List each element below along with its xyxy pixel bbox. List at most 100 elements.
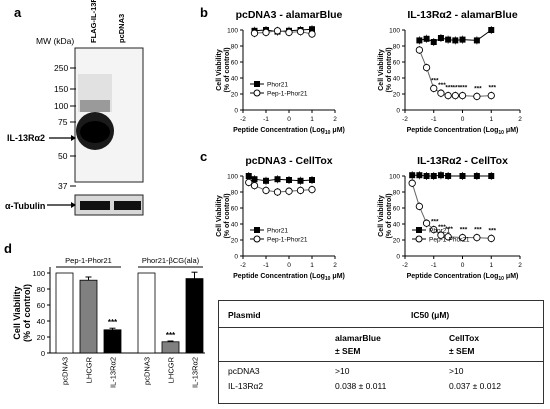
x-category-label: IL-13Rα2 (191, 357, 200, 388)
data-point-circle (296, 27, 305, 36)
x-tick-label: -2 (240, 262, 246, 269)
band-label: IL-13Rα2 (7, 133, 45, 143)
bar (79, 279, 98, 354)
data-point-square (297, 177, 304, 184)
y-axis-label-line: Cell Viability (12, 286, 22, 339)
legend-label: Pep-1-Phor21 (267, 91, 308, 98)
chart-title: IL-13Rα2 - CellTox (417, 155, 508, 167)
x-axis-label-part: μM) (330, 273, 344, 280)
data-point-square (488, 27, 495, 33)
significance-stars: *** (431, 77, 439, 84)
y-tick-label: 100 (389, 174, 400, 181)
table-header-celltox: CellTox (449, 333, 480, 343)
y-tick-label: 100 (227, 28, 238, 35)
x-axis-label-part: μM) (504, 273, 518, 280)
legend-marker-circle (253, 89, 261, 97)
loading-label: α-Tubulin (5, 201, 45, 211)
blot-membrane (74, 47, 144, 183)
bar (161, 341, 180, 354)
data-point-circle (473, 92, 481, 101)
x-tick-label: -2 (402, 116, 408, 123)
y-axis-label-line: (% of control) (386, 193, 393, 238)
data-point-circle (487, 91, 495, 100)
table-cell-alamar: >10 (335, 366, 350, 376)
x-axis-label-part: Peptide Concentration (Log (233, 127, 325, 134)
y-tick-label: 0 (234, 254, 238, 261)
y-axis-label-line: (% of control) (224, 47, 231, 92)
mw-label: MW (kDa) (36, 36, 74, 46)
significance-stars: *** (453, 85, 461, 92)
data-point-circle (245, 178, 253, 187)
data-point-square (459, 173, 466, 179)
x-axis-label-sub: 10 (498, 276, 504, 282)
group-label: Pep-1-Phor21 (65, 256, 112, 265)
data-point-square (452, 37, 459, 44)
significance-stars: *** (474, 227, 482, 234)
data-point-square (473, 173, 480, 179)
data-point-circle (308, 30, 316, 38)
x-tick-label: 0 (287, 262, 291, 269)
chart-il13ra2-celltox: IL-13Rα2 - CellTox 0 20 40 60 80 100 -2 -1 0 1 2 Cel… (378, 155, 522, 282)
x-tick-label: 1 (489, 262, 493, 269)
y-axis-label-line: (% of control) (386, 47, 393, 92)
data-point-circle (437, 231, 445, 239)
chart-title: pcDNA3 - CellTox (245, 155, 332, 167)
y-tick-label: 40 (231, 76, 239, 83)
x-category-label: LHCGR (167, 356, 176, 383)
data-point-circle (273, 188, 282, 196)
chart-pcdna3-alamarblue: pcDNA3 - alamarBlue 0 20 40 60 80 100 -2 -1 0 1 2 Ce… (216, 9, 345, 136)
y-tick-label: 60 (37, 301, 45, 310)
data-point-circle (458, 233, 467, 242)
x-tick-label: 2 (518, 116, 522, 123)
y-axis-label-line: Cell Viability (378, 49, 385, 91)
y-axis-label: Cell Viability(% of control) (378, 193, 393, 238)
data-point-square (423, 35, 430, 42)
x-tick-label: 0 (461, 262, 465, 269)
significance-stars: *** (445, 226, 453, 233)
x-axis-label-part: Peptide Concentration (Log (233, 273, 325, 280)
y-tick-label: 80 (393, 190, 401, 197)
data-point-square (459, 36, 466, 43)
y-tick-label: 100 (227, 174, 238, 181)
data-point-square (423, 173, 430, 179)
tubulin-band-lane1 (80, 201, 110, 210)
y-tick-label: 80 (231, 190, 239, 197)
bar (103, 329, 122, 354)
legend-marker-circle (415, 235, 423, 243)
y-tick-label: 60 (231, 206, 239, 213)
panel-letter-a: a (14, 5, 22, 20)
western-blot: MW (kDa) FLAG-IL-13Rα2 pcDNA3 250 150 10… (5, 0, 144, 216)
table-header-sem: ± SEM (335, 346, 361, 356)
data-point-square (274, 176, 281, 183)
data-point-square (488, 173, 495, 179)
data-point-circle (285, 28, 293, 37)
table-header-sem: ± SEM (449, 346, 475, 356)
data-point-square (473, 37, 480, 44)
panel-letter-c: c (200, 149, 207, 164)
y-axis-label-line: Cell Viability (378, 195, 385, 237)
y-axis-label-line: (% of control) (224, 193, 231, 238)
group-label: Phor21-βCG(ala) (142, 256, 200, 265)
significance-stars: *** (431, 219, 439, 226)
data-point-square (251, 176, 258, 183)
table-divider (219, 327, 543, 328)
y-tick-label: 40 (231, 222, 239, 229)
x-tick-label: -1 (263, 116, 269, 123)
y-axis-label-line: Cell Viability (216, 49, 223, 91)
x-axis-label: Peptide Concentration (Log10 μM) (407, 273, 519, 282)
x-tick-label: -2 (402, 262, 408, 269)
y-tick-label: 40 (393, 222, 401, 229)
panel-letter-b: b (200, 5, 208, 20)
x-axis-label: Peptide Concentration (Log10 μM) (233, 127, 345, 136)
table-cell-celltox: >10 (449, 366, 464, 376)
y-tick-label: 80 (37, 285, 45, 294)
table-divider (219, 361, 543, 362)
y-tick-label: 0 (41, 349, 45, 358)
x-category-label: pcDNA3 (61, 357, 70, 385)
data-point-circle (296, 186, 305, 195)
significance-stars: *** (488, 227, 496, 234)
bar (137, 272, 156, 354)
y-tick-label: 100 (389, 28, 400, 35)
x-axis-label-part: μM) (330, 127, 344, 134)
panel-letter-d: d (4, 241, 12, 256)
